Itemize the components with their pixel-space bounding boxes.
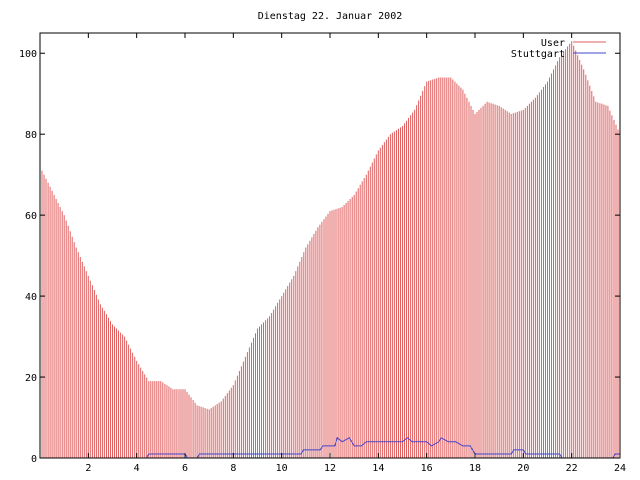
x-tick-label: 24 [614,463,626,474]
y-tick-label: 60 [25,211,37,222]
y-tick-label: 80 [25,130,37,141]
x-tick-label: 14 [372,463,384,474]
y-axis: 0 20 40 60 80 100 [19,49,620,465]
x-tick-label: 4 [134,463,140,474]
x-tick-label: 12 [324,463,336,474]
y-tick-label: 100 [19,49,37,60]
legend-label-stuttgart: Stuttgart [511,49,565,60]
x-tick-label: 8 [230,463,236,474]
x-tick-label: 10 [276,463,288,474]
x-tick-label: 22 [566,463,578,474]
x-tick-label: 20 [517,463,529,474]
x-tick-label: 2 [85,463,91,474]
x-tick-label: 6 [182,463,188,474]
chart-title: Dienstag 22. Januar 2002 [258,11,403,22]
y-tick-label: 40 [25,292,37,303]
y-tick-label: 20 [25,373,37,384]
x-axis: 2 4 6 8 10 12 14 16 18 20 22 24 [85,33,626,474]
user-series [39,41,621,458]
x-tick-label: 18 [469,463,481,474]
legend-label-user: User [541,38,565,49]
legend: User Stuttgart [511,38,606,60]
x-tick-label: 16 [421,463,433,474]
y-tick-label: 0 [31,454,37,465]
